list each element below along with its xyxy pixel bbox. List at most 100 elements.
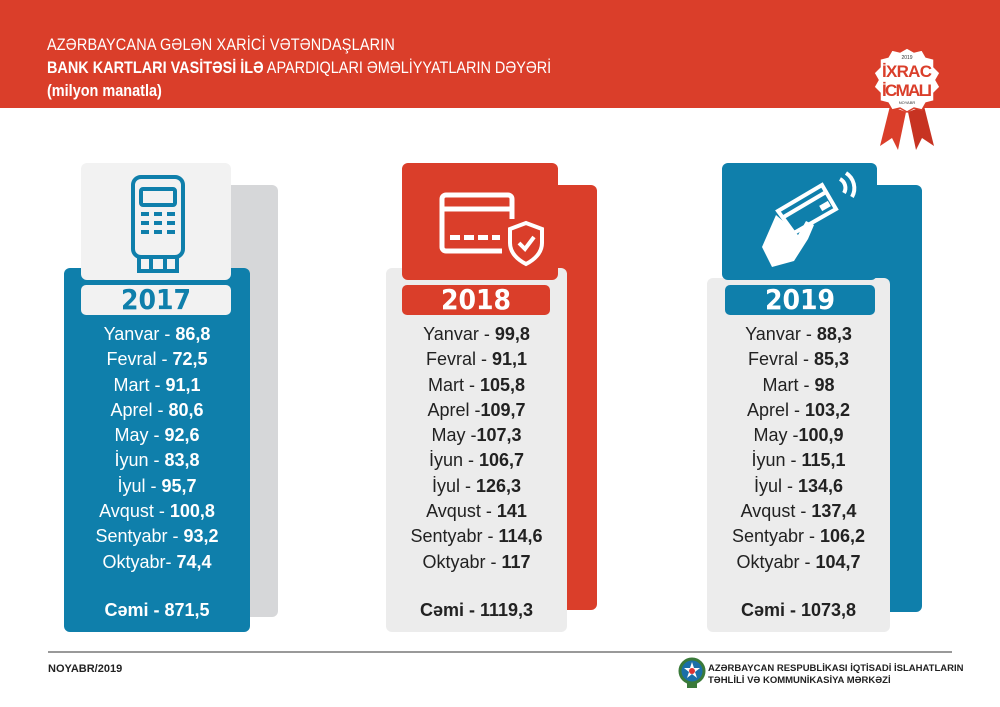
- month-row: İyun - 106,7: [386, 448, 567, 473]
- month-row: İyul - 126,3: [386, 474, 567, 499]
- month-value: 72,5: [172, 349, 208, 370]
- month-label: May -: [431, 425, 477, 446]
- month-value: 83,8: [164, 450, 200, 471]
- month-label: Avqust -: [426, 501, 497, 522]
- month-label: Sentyabr -: [95, 526, 184, 547]
- month-label: İyun -: [751, 450, 802, 471]
- month-list-2018: Yanvar - 99,8 Fevral - 91,1 Mart - 105,8 Ap…: [386, 322, 567, 575]
- month-value: 95,7: [161, 475, 197, 496]
- svg-text:2019: 2019: [901, 55, 912, 61]
- month-label: Oktyabr -: [736, 551, 816, 572]
- month-row: Aprel - 103,2: [707, 398, 890, 423]
- month-row: İyun - 115,1: [707, 448, 890, 473]
- month-value: 103,2: [804, 399, 851, 420]
- month-label: Fevral -: [425, 349, 492, 370]
- svg-text:NOYABR: NOYABR: [899, 100, 916, 105]
- month-label: İyul -: [431, 475, 476, 496]
- month-value: 91,1: [491, 349, 528, 370]
- month-label: Aprel -: [110, 399, 169, 420]
- month-label: İyun -: [428, 450, 479, 471]
- month-row: May - 92,6: [64, 423, 250, 448]
- month-value: 99,8: [494, 324, 530, 344]
- month-row: İyun - 83,8: [64, 448, 250, 473]
- month-list-2019: Yanvar - 88,3 Fevral - 85,3 Mart - 98 Aprel…: [707, 322, 890, 575]
- month-row: Yanvar - 88,3: [707, 322, 890, 347]
- card-2017-panel: [64, 268, 250, 632]
- month-label: Sentyabr -: [410, 526, 499, 547]
- month-label: Yanvar -: [103, 324, 176, 344]
- card-2018-icon-box: [402, 163, 558, 280]
- contactless-card-icon: [762, 171, 857, 267]
- month-label: Yanvar -: [745, 324, 817, 344]
- year-label-2019: 2019: [725, 285, 875, 315]
- month-value: 126,3: [475, 475, 522, 496]
- month-label: İyul -: [117, 475, 162, 496]
- month-row: Mart - 98: [707, 373, 890, 398]
- month-value: 86,8: [175, 324, 211, 344]
- month-value: 74,4: [176, 551, 212, 572]
- total-2018: Cəmi - 1119,3: [419, 600, 534, 620]
- month-value: 93,2: [183, 526, 219, 547]
- month-row: Sentyabr - 106,2: [707, 524, 890, 549]
- month-row: Oktyabr- 74,4: [64, 550, 250, 575]
- month-value: 106,2: [820, 526, 866, 547]
- month-value: 115,1: [801, 450, 846, 471]
- footer-date: NOYABR/2019: [48, 663, 123, 675]
- state-emblem-icon: [678, 657, 706, 688]
- year-label-2018: 2018: [402, 285, 550, 315]
- month-value: 85,3: [813, 349, 850, 370]
- title-unit: (milyon manatla): [47, 81, 162, 100]
- month-label: Avqust -: [99, 501, 170, 522]
- card-2018-panel: [386, 268, 567, 632]
- month-row: Aprel -109,7: [386, 398, 567, 423]
- card-2017-icon-box: [81, 163, 231, 280]
- month-label: Sentyabr -: [731, 526, 820, 547]
- month-row: Fevral - 91,1: [386, 347, 567, 372]
- month-value: 91,1: [165, 374, 201, 395]
- month-label: Mart -: [762, 374, 815, 395]
- month-row: Mart - 105,8: [386, 373, 567, 398]
- month-row: Mart - 91,1: [64, 373, 250, 398]
- month-label: May -: [753, 425, 799, 446]
- month-row: May -107,3: [386, 423, 567, 448]
- svg-text:İXRAC: İXRAC: [882, 62, 932, 81]
- month-list-2017: Yanvar - 86,8 Fevral - 72,5 Mart - 91,1 Apr…: [64, 322, 250, 575]
- month-value: 106,7: [478, 450, 525, 471]
- month-row: Aprel - 80,6: [64, 398, 250, 423]
- month-value: 107,3: [476, 425, 522, 446]
- month-value: 134,6: [797, 475, 844, 496]
- month-value: 100,9: [798, 425, 844, 446]
- month-value: 92,6: [164, 425, 200, 446]
- card-terminal-icon: [131, 175, 185, 273]
- month-value: 104,7: [815, 551, 861, 572]
- month-value: 80,6: [168, 399, 204, 420]
- month-row: Avqust - 141: [386, 499, 567, 524]
- footer-organization: AZƏRBAYCAN RESPUBLİKASI İQTİSADİ İSLAHAT…: [708, 663, 964, 686]
- year-label-2017: 2017: [81, 285, 231, 315]
- month-value: 100,8: [169, 501, 215, 522]
- month-label: Fevral -: [106, 349, 173, 370]
- month-label: İyun -: [114, 450, 165, 471]
- month-row: May -100,9: [707, 423, 890, 448]
- month-label: Mart -: [113, 374, 166, 395]
- month-value: 98: [814, 374, 835, 395]
- ixrac-icmali-badge: 2019 İXRAC İCMALI NOYABR: [873, 47, 941, 150]
- card-2019-panel: [707, 278, 890, 632]
- month-row: Sentyabr - 93,2: [64, 524, 250, 549]
- month-value: 88,3: [816, 324, 852, 344]
- month-row: Sentyabr - 114,6: [386, 524, 567, 549]
- month-label: Yanvar -: [423, 324, 495, 344]
- month-row: Avqust - 137,4: [707, 499, 890, 524]
- month-row: Fevral - 72,5: [64, 347, 250, 372]
- month-value: 109,7: [480, 399, 526, 420]
- month-row: Oktyabr - 117: [386, 550, 567, 575]
- month-label: Avqust -: [740, 501, 812, 522]
- month-label: May -: [114, 425, 165, 446]
- title-line1: AZƏRBAYCANA GƏLƏN XARİCİ VƏTƏNDAŞLARIN: [47, 35, 396, 54]
- month-row: Oktyabr - 104,7: [707, 550, 890, 575]
- month-row: Yanvar - 86,8: [64, 322, 250, 347]
- month-label: Oktyabr -: [422, 551, 502, 572]
- total-2019: Cəmi - 1073,8: [740, 600, 857, 620]
- month-label: Aprel -: [746, 399, 805, 420]
- month-label: Oktyabr-: [102, 551, 177, 572]
